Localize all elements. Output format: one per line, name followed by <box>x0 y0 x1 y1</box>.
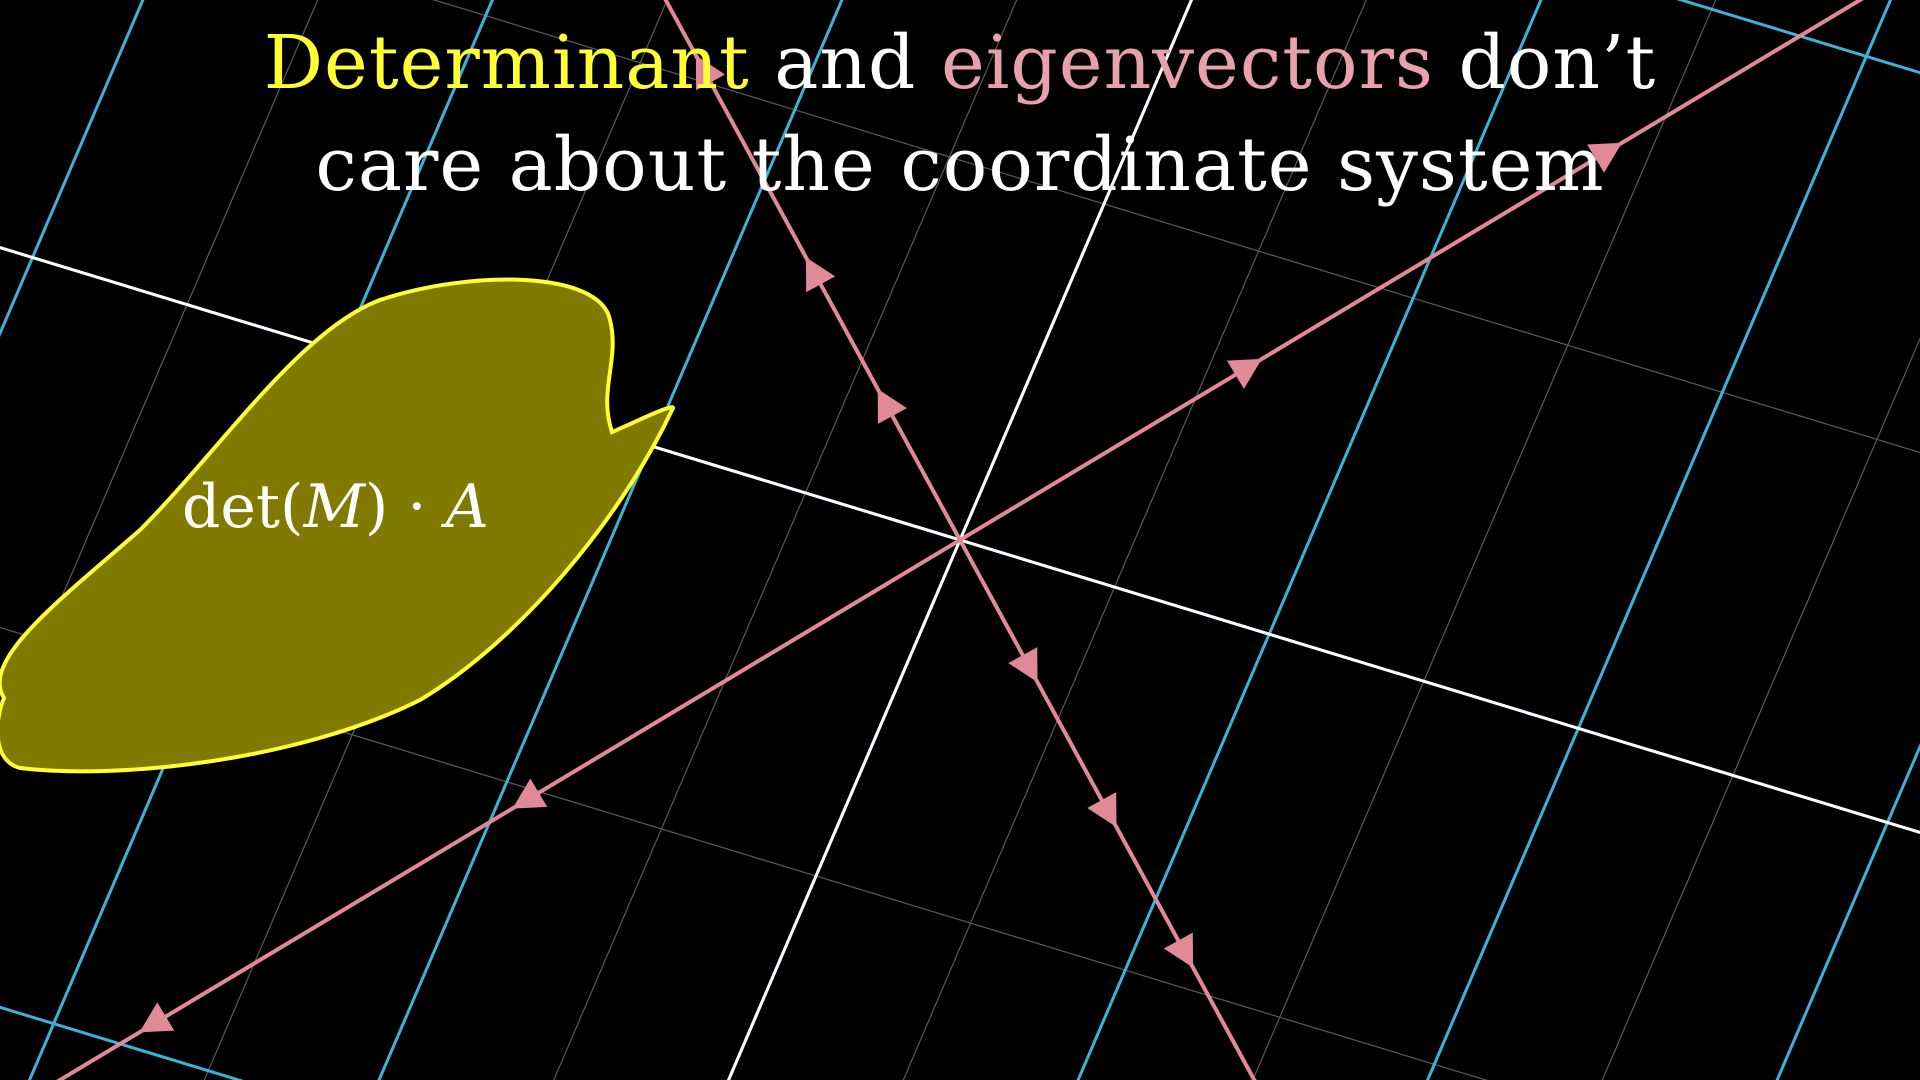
determinant-region-blob <box>0 277 676 774</box>
title-word-dont: don’t <box>1433 20 1657 106</box>
eigen-arrow-2 <box>877 388 907 424</box>
eigen-arrow-2 <box>1163 932 1194 968</box>
major-grid-line <box>0 1010 1920 1080</box>
det-times-area-label: det(M) · A <box>182 472 489 542</box>
title-line-1: Determinant and eigenvectors don’t <box>0 20 1920 106</box>
det-operator: det <box>182 472 281 542</box>
minor-grid-line <box>0 1010 1920 1080</box>
eigen-arrow-2 <box>1008 647 1038 683</box>
title-word-determinant: Determinant <box>263 20 750 106</box>
eigen-arrow-2 <box>695 55 726 91</box>
eigen-arrow-2 <box>805 257 836 293</box>
area-symbol-a: A <box>445 472 489 542</box>
title-word-and: and <box>749 20 941 106</box>
title-word-eigenvectors: eigenvectors <box>940 20 1434 106</box>
eigen-arrow-1 <box>512 778 548 809</box>
eigen-arrow-2 <box>1087 792 1117 828</box>
eigen-arrow-1 <box>1226 358 1262 389</box>
close-paren-dot: ) · <box>364 472 446 542</box>
matrix-symbol-m: M <box>303 472 365 542</box>
eigen-arrow-1 <box>139 1002 175 1033</box>
open-paren: ( <box>280 472 304 542</box>
title-line-2: care about the coordinate system <box>315 122 1605 208</box>
eigen-arrow-1 <box>1587 142 1622 173</box>
